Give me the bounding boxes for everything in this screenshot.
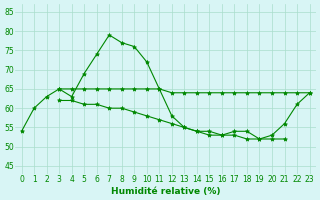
- X-axis label: Humidité relative (%): Humidité relative (%): [111, 187, 220, 196]
